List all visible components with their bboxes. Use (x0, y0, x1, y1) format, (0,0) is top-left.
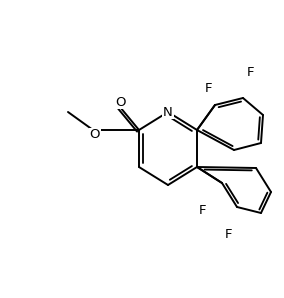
Text: F: F (204, 81, 212, 94)
Text: F: F (224, 229, 232, 241)
Text: N: N (163, 105, 173, 119)
Text: O: O (90, 128, 100, 142)
Text: F: F (199, 204, 207, 217)
Text: O: O (115, 95, 125, 108)
Text: F: F (246, 66, 254, 78)
